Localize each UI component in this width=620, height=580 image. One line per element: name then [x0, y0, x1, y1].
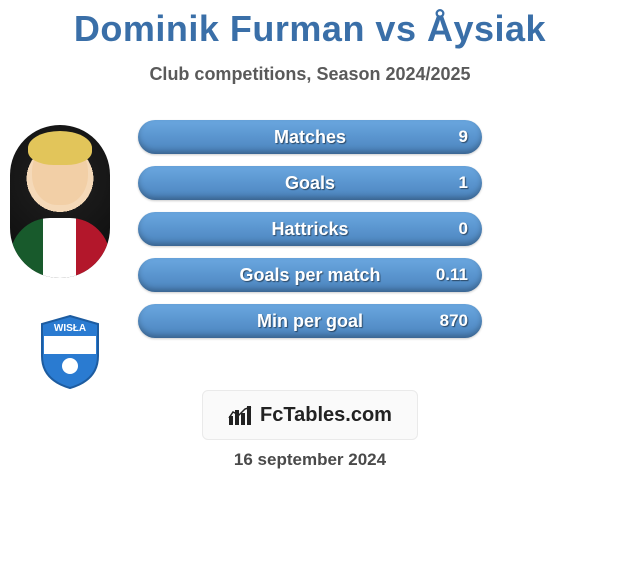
- stat-label: Goals: [138, 166, 482, 200]
- opponent-ellipse: [490, 120, 590, 150]
- stat-value: 1: [459, 166, 468, 200]
- stat-value: 870: [440, 304, 468, 338]
- stat-label: Matches: [138, 120, 482, 154]
- stats-panel: Matches 9 Goals 1 Hattricks 0 Goals per …: [138, 120, 482, 350]
- opponent-ellipse: [490, 172, 600, 202]
- stat-bar-matches: Matches 9: [138, 120, 482, 154]
- club-avatar: WISŁA: [20, 310, 120, 395]
- bar-chart-icon: [228, 404, 254, 426]
- player-avatar: [10, 125, 110, 278]
- stat-value: 0: [459, 212, 468, 246]
- stat-bar-goals: Goals 1: [138, 166, 482, 200]
- comparison-card: Dominik Furman vs Åysiak Club competitio…: [0, 0, 620, 580]
- page-title: Dominik Furman vs Åysiak: [0, 8, 620, 50]
- stat-row: Min per goal 870: [138, 304, 482, 338]
- stat-row: Goals per match 0.11: [138, 258, 482, 292]
- stat-value: 9: [459, 120, 468, 154]
- stat-bar-hattricks: Hattricks 0: [138, 212, 482, 246]
- player-jersey: [10, 218, 110, 278]
- page-subtitle: Club competitions, Season 2024/2025: [0, 64, 620, 85]
- club-badge-icon: WISŁA: [36, 314, 104, 390]
- opponent-column: [490, 120, 610, 224]
- brand-text: FcTables.com: [260, 404, 392, 427]
- stat-bar-mpg: Min per goal 870: [138, 304, 482, 338]
- stat-label: Hattricks: [138, 212, 482, 246]
- club-badge-text: WISŁA: [54, 323, 86, 334]
- footer-date: 16 september 2024: [0, 450, 620, 470]
- stat-row: Goals 1: [138, 166, 482, 200]
- stat-row: Hattricks 0: [138, 212, 482, 246]
- stat-label: Min per goal: [138, 304, 482, 338]
- brand-box: FcTables.com: [202, 390, 418, 440]
- stat-row: Matches 9: [138, 120, 482, 154]
- stat-value: 0.11: [436, 258, 468, 292]
- stat-bar-gpm: Goals per match 0.11: [138, 258, 482, 292]
- stat-label: Goals per match: [138, 258, 482, 292]
